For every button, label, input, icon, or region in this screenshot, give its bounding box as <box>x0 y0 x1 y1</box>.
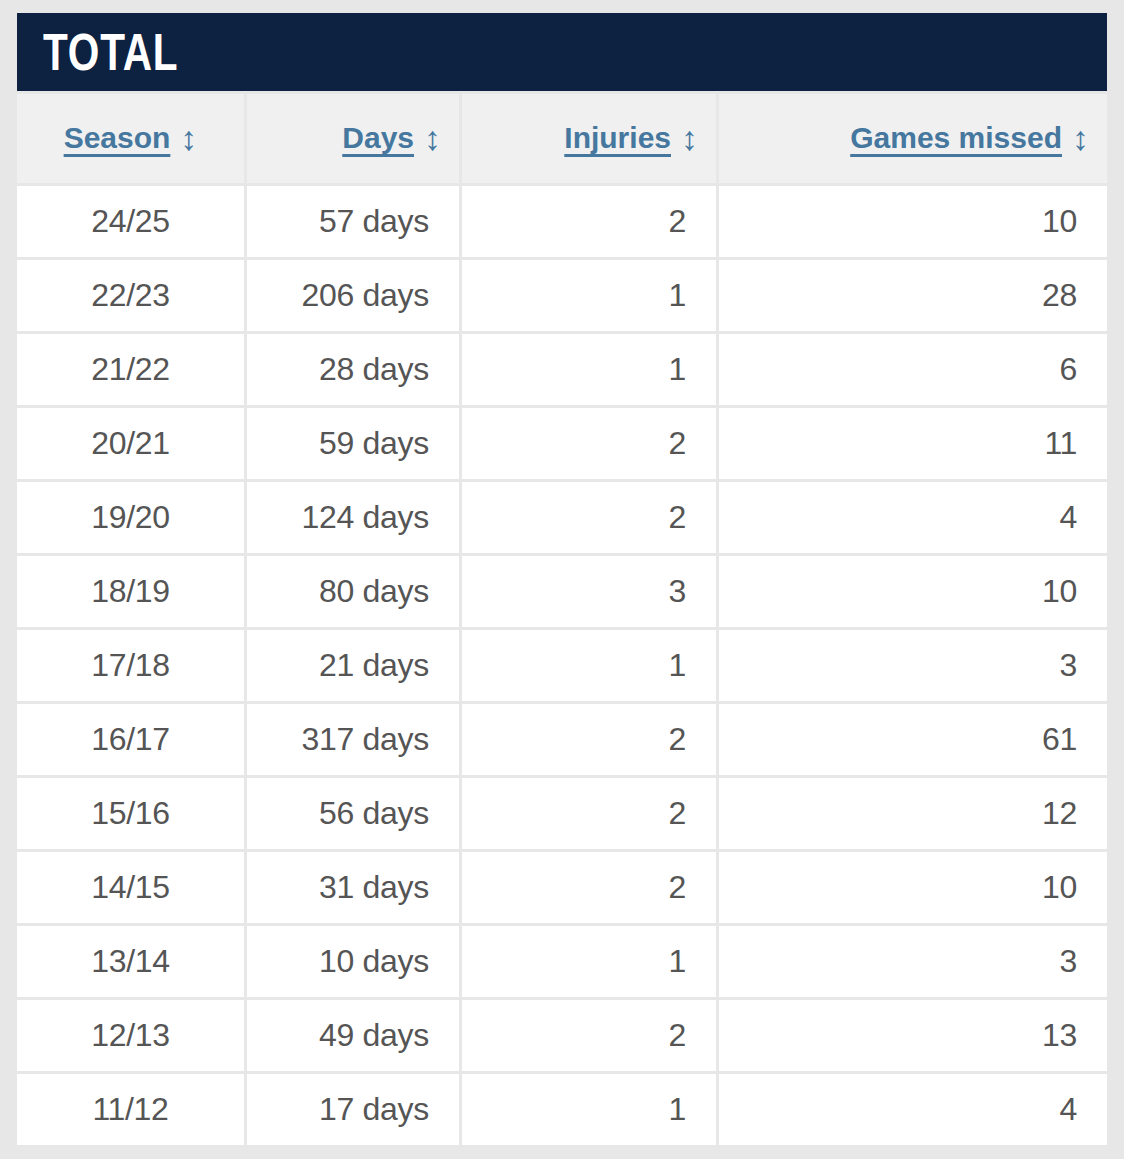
days-cell: 21 days <box>247 630 459 701</box>
injuries-cell: 1 <box>462 630 716 701</box>
table-row: 13/14 10 days 1 3 <box>17 926 1107 997</box>
injuries-cell: 2 <box>462 1000 716 1071</box>
games-missed-cell: 28 <box>719 260 1107 331</box>
injuries-cell: 1 <box>462 260 716 331</box>
days-cell: 31 days <box>247 852 459 923</box>
sort-link-days[interactable]: Days↕ <box>342 121 441 154</box>
days-cell: 10 days <box>247 926 459 997</box>
table-row: 15/16 56 days 2 12 <box>17 778 1107 849</box>
header-row: Season↕ Days↕ Injuries↕ Games missed↕ <box>17 94 1107 183</box>
table-row: 19/20 124 days 2 4 <box>17 482 1107 553</box>
sort-arrows-icon[interactable]: ↕ <box>424 119 441 158</box>
sort-link-season[interactable]: Season↕ <box>64 121 198 154</box>
season-cell: 17/18 <box>17 630 244 701</box>
column-header-season: Season↕ <box>17 94 244 183</box>
sort-link-injuries[interactable]: Injuries↕ <box>564 121 698 154</box>
days-cell: 49 days <box>247 1000 459 1071</box>
season-cell: 18/19 <box>17 556 244 627</box>
injuries-cell: 1 <box>462 1074 716 1145</box>
games-missed-cell: 10 <box>719 186 1107 257</box>
season-cell: 11/12 <box>17 1074 244 1145</box>
days-cell: 56 days <box>247 778 459 849</box>
games-missed-cell: 4 <box>719 1074 1107 1145</box>
injury-total-panel: TOTAL Season↕ Days↕ Injuries↕ Games miss… <box>17 13 1107 1148</box>
days-cell: 206 days <box>247 260 459 331</box>
games-missed-cell: 11 <box>719 408 1107 479</box>
column-header-injuries: Injuries↕ <box>462 94 716 183</box>
table-row: 20/21 59 days 2 11 <box>17 408 1107 479</box>
injury-history-table: Season↕ Days↕ Injuries↕ Games missed↕ 24… <box>14 91 1110 1148</box>
injuries-cell: 1 <box>462 926 716 997</box>
season-cell: 24/25 <box>17 186 244 257</box>
days-cell: 28 days <box>247 334 459 405</box>
sort-link-games-missed[interactable]: Games missed↕ <box>850 121 1089 154</box>
injuries-cell: 1 <box>462 334 716 405</box>
panel-title-bar: TOTAL <box>17 13 1107 91</box>
table-row: 18/19 80 days 3 10 <box>17 556 1107 627</box>
season-cell: 14/15 <box>17 852 244 923</box>
games-missed-cell: 3 <box>719 926 1107 997</box>
season-cell: 15/16 <box>17 778 244 849</box>
table-row: 16/17 317 days 2 61 <box>17 704 1107 775</box>
table-row: 24/25 57 days 2 10 <box>17 186 1107 257</box>
table-row: 17/18 21 days 1 3 <box>17 630 1107 701</box>
injuries-cell: 2 <box>462 852 716 923</box>
column-header-games-missed: Games missed↕ <box>719 94 1107 183</box>
sort-arrows-icon[interactable]: ↕ <box>180 119 197 158</box>
season-cell: 19/20 <box>17 482 244 553</box>
games-missed-cell: 4 <box>719 482 1107 553</box>
sort-arrows-icon[interactable]: ↕ <box>1072 119 1089 158</box>
games-missed-cell: 3 <box>719 630 1107 701</box>
injuries-cell: 2 <box>462 186 716 257</box>
season-cell: 22/23 <box>17 260 244 331</box>
season-cell: 20/21 <box>17 408 244 479</box>
table-row: 21/22 28 days 1 6 <box>17 334 1107 405</box>
column-header-days: Days↕ <box>247 94 459 183</box>
table-row: 22/23 206 days 1 28 <box>17 260 1107 331</box>
table-row: 11/12 17 days 1 4 <box>17 1074 1107 1145</box>
table-row: 14/15 31 days 2 10 <box>17 852 1107 923</box>
days-cell: 317 days <box>247 704 459 775</box>
injuries-cell: 2 <box>462 408 716 479</box>
injuries-cell: 2 <box>462 482 716 553</box>
season-cell: 12/13 <box>17 1000 244 1071</box>
season-cell: 13/14 <box>17 926 244 997</box>
injuries-cell: 2 <box>462 704 716 775</box>
days-cell: 59 days <box>247 408 459 479</box>
games-missed-cell: 10 <box>719 852 1107 923</box>
days-cell: 80 days <box>247 556 459 627</box>
games-missed-cell: 61 <box>719 704 1107 775</box>
games-missed-cell: 13 <box>719 1000 1107 1071</box>
games-missed-cell: 10 <box>719 556 1107 627</box>
table-row: 12/13 49 days 2 13 <box>17 1000 1107 1071</box>
season-cell: 21/22 <box>17 334 244 405</box>
games-missed-cell: 6 <box>719 334 1107 405</box>
injuries-cell: 2 <box>462 778 716 849</box>
sort-arrows-icon[interactable]: ↕ <box>681 119 698 158</box>
season-cell: 16/17 <box>17 704 244 775</box>
days-cell: 17 days <box>247 1074 459 1145</box>
injuries-cell: 3 <box>462 556 716 627</box>
panel-title: TOTAL <box>43 22 178 82</box>
days-cell: 124 days <box>247 482 459 553</box>
days-cell: 57 days <box>247 186 459 257</box>
games-missed-cell: 12 <box>719 778 1107 849</box>
